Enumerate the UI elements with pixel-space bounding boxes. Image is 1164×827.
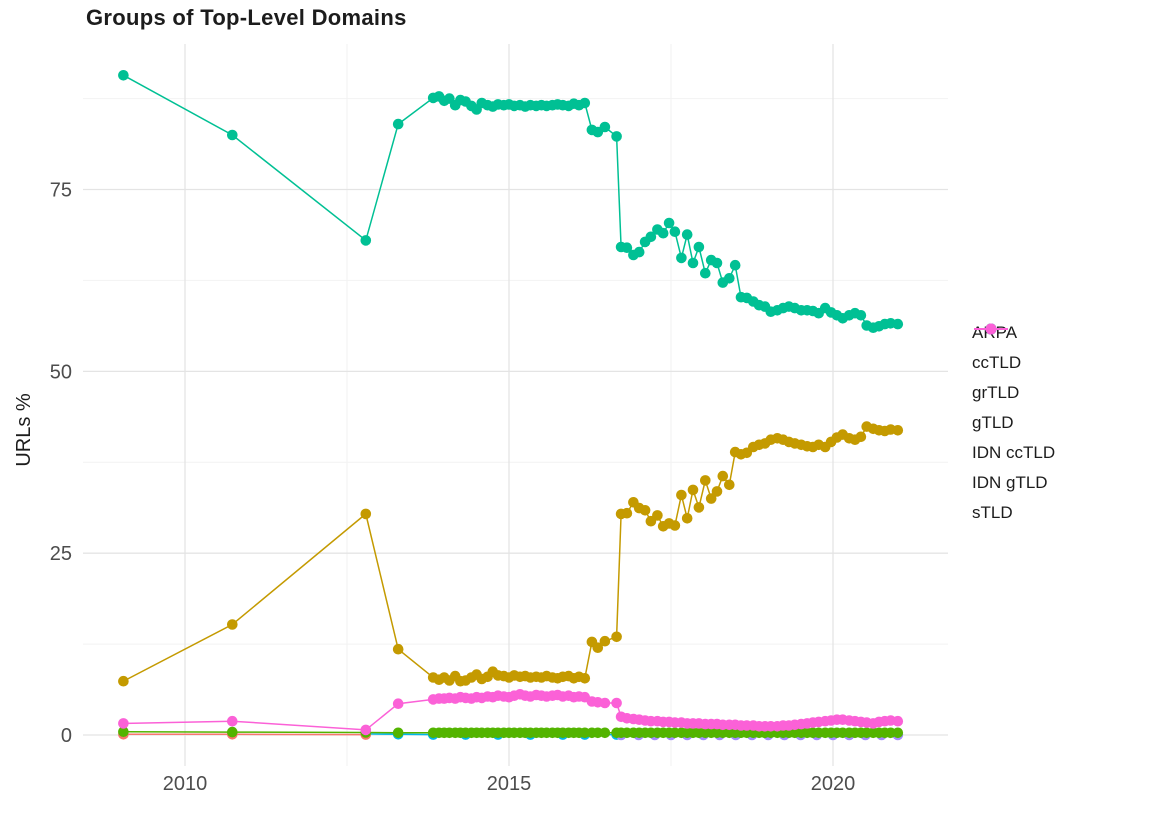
data-point-gtld	[855, 310, 867, 321]
data-point-gtld	[693, 241, 705, 253]
x-tick-label: 2015	[487, 773, 532, 795]
data-point-cctld	[693, 502, 705, 513]
data-point-stld	[227, 715, 238, 727]
series-arpa	[118, 729, 372, 740]
data-point-cctld	[639, 505, 651, 516]
legend-item-idn-cctld: IDN ccTLD	[972, 323, 1056, 468]
data-point-cctld	[579, 673, 591, 684]
data-point-gtld	[663, 217, 675, 229]
y-tick-label: 25	[50, 543, 72, 565]
legend-item-grtld: grTLD	[972, 323, 1055, 408]
data-point-cctld	[705, 493, 717, 504]
data-point-gtld	[611, 131, 622, 142]
data-point-grtld	[118, 726, 129, 737]
data-point-gtld	[392, 118, 404, 130]
data-point-cctld	[681, 513, 693, 524]
data-point-cctld	[360, 508, 372, 520]
legend-label-idn-gtld: IDN gTLD	[972, 473, 1048, 492]
y-axis-label: URLs %	[13, 393, 35, 467]
data-point-cctld	[592, 642, 604, 653]
data-point-cctld	[652, 510, 663, 521]
x-tick-label: 2020	[811, 773, 856, 795]
data-point-cctld	[687, 484, 699, 496]
legend-label-cctld: ccTLD	[972, 353, 1022, 372]
data-point-gtld	[687, 257, 699, 269]
gridlines-minor	[83, 44, 948, 766]
legend-key-stld	[974, 323, 1008, 335]
legend-label-grtld: grTLD	[972, 383, 1020, 402]
data-point-cctld	[669, 520, 681, 531]
data-point-gtld	[645, 231, 657, 243]
series-gtld	[118, 70, 904, 334]
legend-item-idn-gtld: IDN gTLD	[972, 323, 1055, 498]
data-point-grtld	[892, 727, 904, 739]
data-point-stld	[892, 715, 904, 727]
legend-item-cctld: ccTLD	[972, 323, 1055, 378]
data-point-gtld	[676, 252, 687, 264]
legend-label-gtld: gTLD	[972, 413, 1014, 432]
data-point-stld	[611, 697, 622, 709]
data-point-gtld	[621, 242, 633, 253]
legend-item-stld: sTLD	[972, 323, 1055, 528]
data-point-gtld	[669, 226, 681, 237]
y-tick-label: 50	[50, 361, 72, 383]
y-tick-label: 0	[61, 725, 72, 747]
data-point-cctld	[711, 486, 723, 497]
y-tick-label: 75	[50, 180, 72, 202]
series-cctld	[118, 421, 904, 687]
legend-item-gtld: gTLD	[972, 323, 1055, 438]
legend-label-idn-cctld: IDN ccTLD	[972, 443, 1056, 462]
data-point-gtld	[724, 273, 735, 284]
data-point-cctld	[855, 431, 867, 443]
data-point-cctld	[227, 619, 238, 630]
data-point-gtld	[681, 229, 693, 240]
legend-key-dot	[985, 323, 997, 335]
data-point-cctld	[700, 475, 711, 486]
data-point-grtld	[227, 726, 238, 738]
data-point-gtld	[633, 246, 645, 258]
data-point-gtld	[657, 227, 669, 239]
data-point-stld	[118, 718, 129, 729]
data-point-gtld	[360, 235, 372, 246]
data-point-cctld	[118, 675, 129, 687]
data-point-cctld	[892, 425, 904, 436]
data-point-grtld	[599, 727, 611, 739]
data-point-cctld	[599, 635, 611, 647]
x-tick-label: 2010	[163, 773, 208, 795]
axis-tick-labels: 0 25 50 75 2010 2015 2020	[50, 180, 856, 796]
data-point-cctld	[611, 631, 622, 643]
data-point-gtld	[118, 70, 129, 81]
series-stld	[118, 689, 904, 736]
data-point-gtld	[599, 121, 611, 133]
data-point-stld	[599, 697, 611, 709]
data-point-gtld	[700, 267, 711, 279]
chart-title: Groups of Top-Level Domains	[86, 5, 407, 30]
data-point-cctld	[676, 489, 687, 501]
gridlines-major	[83, 44, 948, 766]
legend-label-stld: sTLD	[972, 503, 1013, 522]
data-point-cctld	[724, 479, 735, 491]
data-point-cctld	[392, 643, 404, 655]
series-line-gtld	[123, 74, 898, 329]
data-point-gtld	[892, 318, 904, 330]
data-point-gtld	[729, 259, 741, 271]
data-point-gtld	[711, 257, 723, 269]
data-point-gtld	[579, 97, 591, 109]
data-point-cctld	[717, 470, 729, 482]
data-point-cctld	[621, 507, 633, 519]
data-point-gtld	[227, 129, 238, 141]
data-point-grtld	[392, 727, 404, 739]
data-point-stld	[392, 698, 404, 709]
series-line-cctld	[123, 425, 898, 682]
data-point-stld	[360, 724, 372, 736]
